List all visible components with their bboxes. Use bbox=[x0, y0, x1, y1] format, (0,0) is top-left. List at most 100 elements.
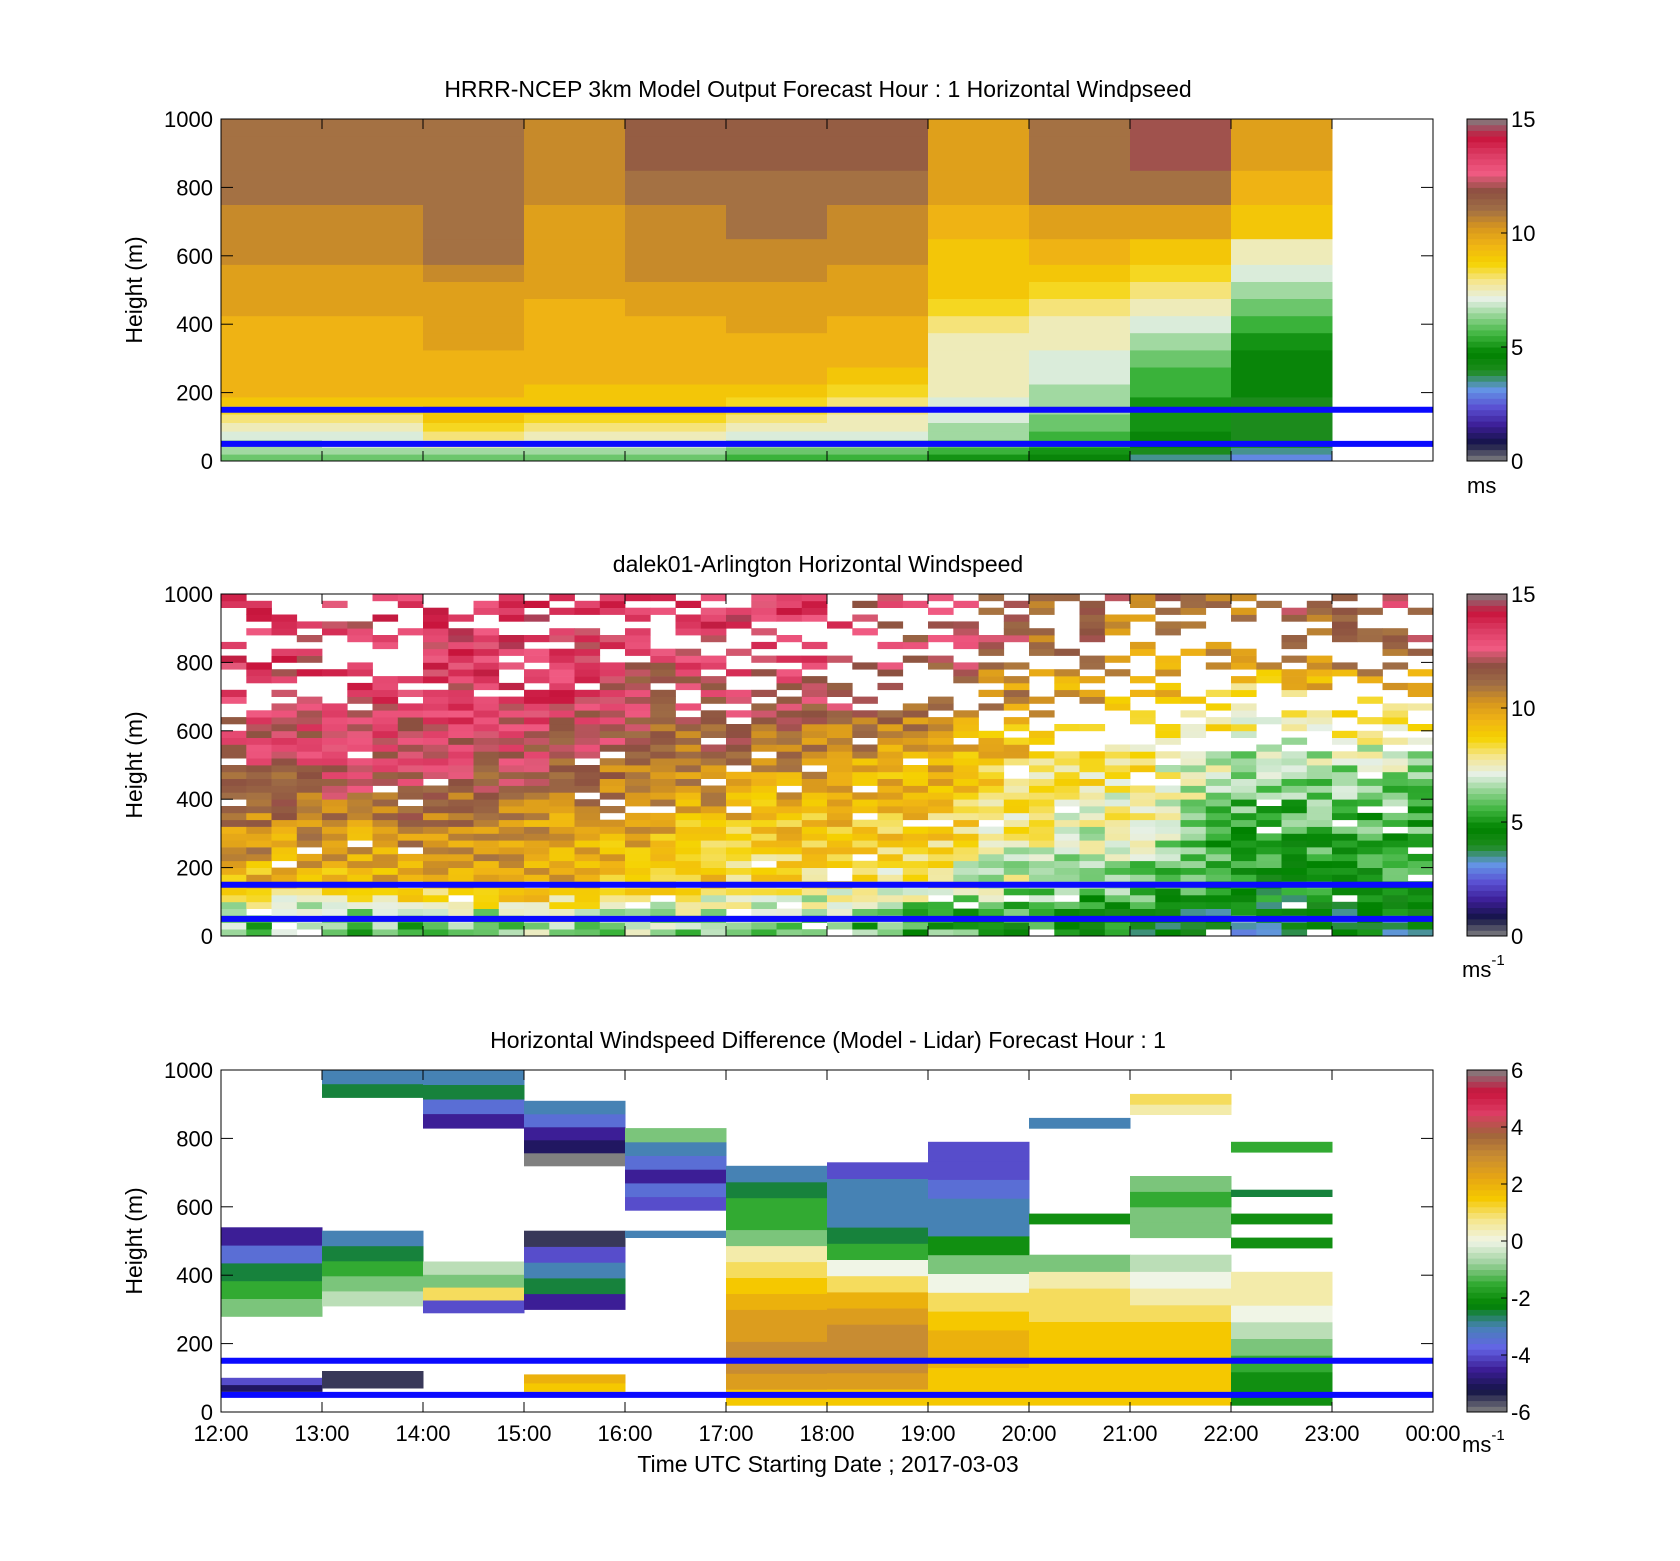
lidar-cell bbox=[1382, 641, 1409, 650]
lidar-cell bbox=[928, 922, 954, 930]
lidar-cell bbox=[1306, 840, 1333, 848]
lidar-cell bbox=[448, 614, 474, 622]
lidar-cell bbox=[423, 908, 449, 916]
lidar-cell bbox=[801, 908, 828, 916]
lidar-cell bbox=[776, 607, 803, 615]
lidar-cell bbox=[1231, 751, 1257, 759]
model-cell bbox=[1130, 298, 1232, 317]
lidar-cell bbox=[372, 874, 399, 882]
lidar-cell bbox=[1155, 655, 1181, 663]
lidar-cell bbox=[549, 785, 575, 793]
colorbar-swatch bbox=[1467, 1377, 1507, 1384]
lidar-cell bbox=[625, 860, 651, 868]
lidar-cell bbox=[928, 785, 954, 793]
lidar-cell bbox=[246, 785, 272, 793]
lidar-cell bbox=[246, 792, 272, 800]
lidar-cell bbox=[423, 771, 449, 779]
lidar-cell bbox=[700, 655, 727, 663]
lidar-cell bbox=[726, 847, 752, 855]
lidar-cell bbox=[1407, 703, 1434, 711]
lidar-cell bbox=[524, 676, 550, 684]
lidar-cell bbox=[372, 867, 399, 875]
lidar-cell bbox=[347, 765, 373, 773]
lidar-cell bbox=[1054, 669, 1080, 677]
difference-cell bbox=[726, 1309, 828, 1326]
colorbar-swatch bbox=[1467, 352, 1507, 359]
lidar-cell bbox=[1003, 621, 1030, 629]
lidar-cell bbox=[296, 635, 323, 643]
lidar-cell bbox=[448, 847, 474, 855]
lidar-cell bbox=[1306, 785, 1333, 793]
colorbar-swatch bbox=[1467, 725, 1507, 732]
lidar-cell bbox=[776, 724, 803, 732]
lidar-cell bbox=[1130, 710, 1156, 718]
lidar-cell bbox=[574, 785, 601, 793]
lidar-cell bbox=[827, 703, 853, 711]
lidar-cell bbox=[1306, 826, 1333, 834]
lidar-cell bbox=[928, 655, 954, 663]
lidar-cell bbox=[953, 758, 979, 766]
lidar-cell bbox=[296, 758, 323, 766]
difference-cell bbox=[726, 1293, 828, 1310]
lidar-cell bbox=[1029, 833, 1055, 841]
lidar-cell bbox=[650, 689, 676, 697]
model-cell bbox=[1029, 396, 1131, 406]
model-cell bbox=[625, 396, 727, 406]
lidar-cell bbox=[625, 614, 651, 622]
lidar-cell bbox=[1231, 833, 1257, 841]
lidar-cell bbox=[574, 812, 601, 821]
lidar-cell bbox=[1003, 751, 1030, 759]
model-cell bbox=[726, 204, 828, 240]
model-cell bbox=[1130, 414, 1232, 423]
lidar-cell bbox=[397, 594, 424, 602]
lidar-cell bbox=[322, 799, 348, 807]
lidar-cell bbox=[271, 888, 298, 896]
lidar-cell bbox=[852, 806, 878, 814]
colorbar-swatch bbox=[1467, 656, 1507, 663]
lidar-cell bbox=[574, 901, 601, 909]
lidar-cell bbox=[423, 867, 449, 875]
lidar-cell bbox=[625, 730, 651, 738]
lidar-cell bbox=[599, 874, 626, 882]
lidar-cell bbox=[423, 765, 449, 773]
lidar-cell bbox=[448, 689, 474, 697]
lidar-cell bbox=[1029, 751, 1055, 759]
lidar-cell bbox=[675, 860, 702, 868]
lidar-cell bbox=[1079, 867, 1106, 875]
lidar-cell bbox=[524, 751, 550, 759]
model-cell bbox=[1130, 384, 1232, 398]
lidar-cell bbox=[1357, 635, 1383, 643]
model-cell bbox=[221, 136, 323, 171]
lidar-cell bbox=[423, 710, 449, 718]
colorbar-swatch bbox=[1467, 158, 1507, 166]
y-tick-label: 1000 bbox=[164, 582, 213, 607]
lidar-cell bbox=[902, 812, 929, 821]
lidar-cell bbox=[877, 840, 904, 848]
lidar-cell bbox=[751, 689, 777, 697]
colorbar-swatch bbox=[1467, 141, 1507, 148]
model-cell bbox=[1029, 366, 1131, 385]
colorbar-swatch bbox=[1467, 1258, 1507, 1265]
lidar-cell bbox=[473, 744, 500, 752]
colorbar-swatch bbox=[1467, 181, 1507, 188]
model-cell bbox=[1130, 366, 1232, 385]
difference-cell bbox=[928, 1235, 1030, 1256]
model-cell bbox=[625, 332, 727, 351]
model-cell bbox=[827, 119, 929, 137]
model-cell bbox=[1029, 238, 1131, 265]
lidar-cell bbox=[1104, 929, 1131, 937]
lidar-cell bbox=[852, 758, 878, 766]
model-cell bbox=[221, 315, 323, 334]
lidar-cell bbox=[751, 655, 777, 663]
lidar-cell bbox=[776, 655, 803, 663]
lidar-cell bbox=[372, 682, 399, 691]
lidar-cell bbox=[801, 847, 828, 855]
lidar-cell bbox=[397, 600, 424, 608]
lidar-cell bbox=[448, 888, 474, 896]
lidar-cell bbox=[1130, 860, 1156, 868]
colorbar-swatch bbox=[1467, 702, 1507, 709]
lidar-cell bbox=[1231, 717, 1257, 725]
lidar-cell bbox=[877, 826, 904, 834]
lidar-cell bbox=[473, 765, 500, 773]
lidar-cell bbox=[498, 662, 525, 670]
